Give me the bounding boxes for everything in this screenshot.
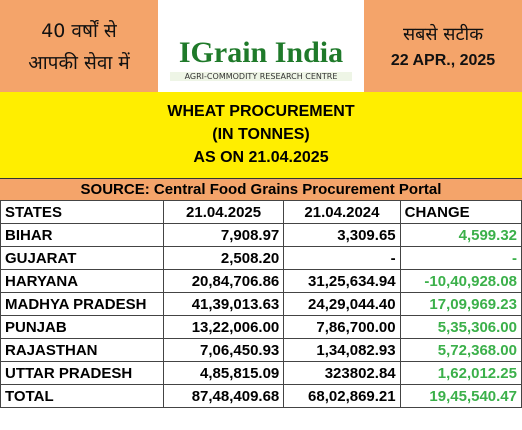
table-cell: 24,29,044.40 [283,292,401,316]
table-cell: 4,599.32 [399,223,522,247]
table-row: RAJASTHAN 7,06,450.93 1,34,082.93 5,72,368.… [0,338,522,362]
logo-tagline: AGRI-COMMODITY RESEARCH CENTRE [170,72,352,81]
right-line: सबसे सटीक [402,24,484,45]
table-cell: 20,84,706.86 [162,269,285,293]
table-cell: CHANGE [399,200,522,224]
table-cell: 3,309.65 [283,223,401,247]
table-cell: 5,35,306.00 [399,315,522,339]
table-cell: MADHYA PRADESH [0,292,164,316]
table-cell: 41,39,013.63 [162,292,285,316]
table-cell: 13,22,006.00 [162,315,285,339]
table-cell: 323802.84 [283,361,401,385]
table-cell: - [399,246,522,270]
table-row: BIHAR 7,908.97 3,309.65 4,599.32 [0,223,522,247]
table-cell: 68,02,869.21 [283,384,401,408]
table-cell: BIHAR [0,223,164,247]
table-cell: 7,86,700.00 [283,315,401,339]
right-badge: सबसे सटीक 22 APR., 2025 [364,0,522,92]
left-line: आपकी सेवा में [28,52,130,74]
table-cell: PUNJAB [0,315,164,339]
table-row: TOTAL 87,48,409.68 68,02,869.21 19,45,540.4… [0,384,522,408]
table-cell: -10,40,928.08 [399,269,522,293]
title-line: AS ON 21.04.2025 [193,149,329,166]
title-line: (IN TONNES) [212,126,310,143]
table-row: PUNJAB 13,22,006.00 7,86,700.00 5,35,306.00 [0,315,522,339]
table-cell: 4,85,815.09 [162,361,285,385]
table-cell: 21.04.2025 [162,200,285,224]
title-line: WHEAT PROCUREMENT [167,103,355,120]
table-cell: 87,48,409.68 [162,384,285,408]
table-row: STATES 21.04.2025 21.04.2024 CHANGE [0,200,522,224]
table-cell: 21.04.2024 [283,200,401,224]
table-cell: RAJASTHAN [0,338,164,362]
source: SOURCE: Central Food Grains Procurement … [0,178,522,200]
table-cell: TOTAL [0,384,164,408]
title-band: WHEAT PROCUREMENT (IN TONNES) AS ON 21.0… [0,92,522,178]
table-cell: 2,508.20 [162,246,285,270]
table-cell: GUJARAT [0,246,164,270]
table-cell: HARYANA [0,269,164,293]
left-line: 40 वर्षों से [41,20,117,42]
table-cell: 31,25,634.94 [283,269,401,293]
table-row: HARYANA 20,84,706.86 31,25,634.94 -10,40,92… [0,269,522,293]
table-cell: 1,34,082.93 [283,338,401,362]
table-cell: - [283,246,401,270]
table-cell: 17,09,969.23 [399,292,522,316]
logo-name: IGrain India [178,36,344,69]
table-row: GUJARAT 2,508.20- - [0,246,522,270]
table-row: UTTAR PRADESH 4,85,815.09 323802.84 1,62,01… [0,361,522,385]
table-cell: UTTAR PRADESH [0,361,164,385]
logo: IGrain India AGRI-COMMODITY RESEARCH CEN… [158,0,364,92]
date: 22 APR., 2025 [390,52,496,69]
table-cell: 7,908.97 [162,223,285,247]
table-row: MADHYA PRADESH 41,39,013.63 24,29,044.40 17… [0,292,522,316]
table-cell: STATES [0,200,164,224]
table-cell: 7,06,450.93 [162,338,285,362]
left-badge: 40 वर्षों से आपकी सेवा में [0,0,158,92]
table-cell: 5,72,368.00 [399,338,522,362]
table-cell: 19,45,540.47 [399,384,522,408]
table-cell: 1,62,012.25 [399,361,522,385]
table: STATES 21.04.2025 21.04.2024 CHANGE BIHAR 7,9… [0,200,522,408]
